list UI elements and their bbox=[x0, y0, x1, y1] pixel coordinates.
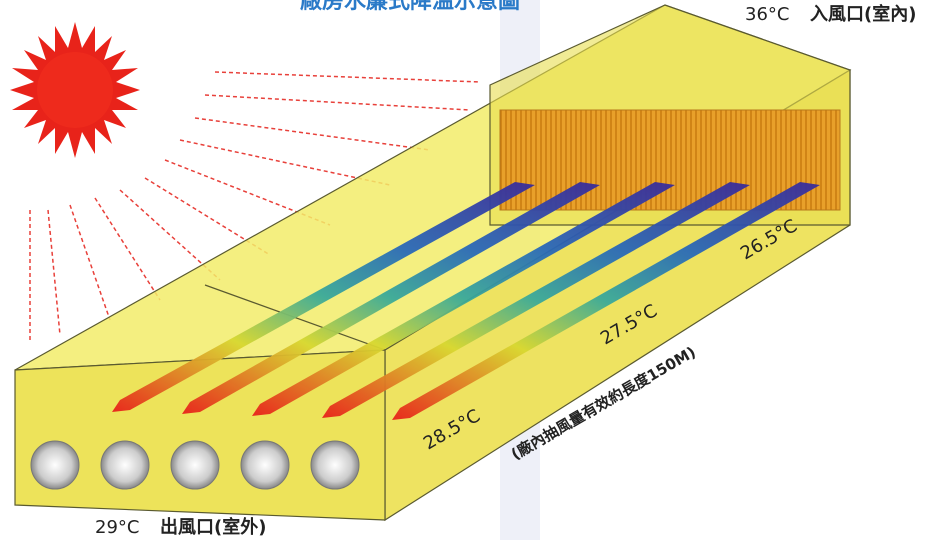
outlet-label: 出風口(室外) bbox=[160, 516, 266, 538]
fans bbox=[30, 440, 360, 490]
airflow bbox=[112, 182, 820, 420]
title: 廠房水簾式降溫示意圖 bbox=[300, 0, 520, 14]
inlet-temperature: 36°C bbox=[745, 4, 789, 25]
sun bbox=[10, 22, 140, 158]
inlet-label: 入風口(室內) bbox=[810, 3, 916, 25]
outlet-temperature: 29°C bbox=[95, 517, 139, 538]
